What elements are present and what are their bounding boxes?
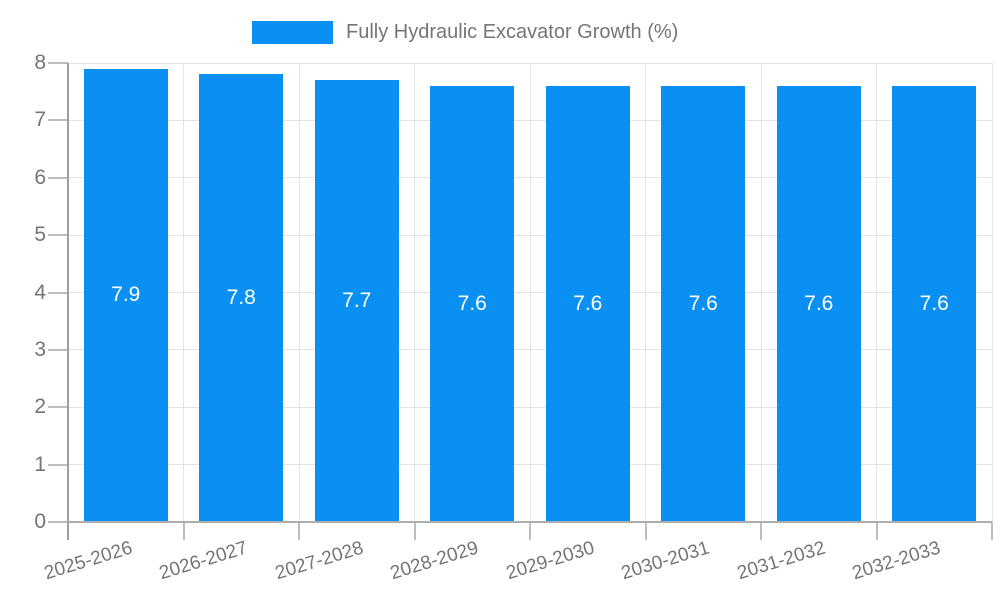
y-axis-tick: [48, 176, 68, 179]
bar[interactable]: [661, 85, 746, 521]
bar-value-label: 7.6: [457, 291, 487, 315]
x-gridline: [876, 63, 877, 522]
x-axis-tick: [413, 522, 416, 540]
y-axis-label: 3: [34, 337, 46, 361]
bar-value-label: 7.6: [573, 291, 603, 315]
y-axis-tick: [48, 521, 68, 523]
x-gridline: [183, 63, 184, 522]
y-axis-tick: [48, 291, 68, 294]
y-axis-tick: [48, 119, 68, 122]
x-axis-tick: [644, 522, 647, 540]
y-axis-tick: [48, 463, 68, 466]
bar[interactable]: [83, 68, 168, 521]
y-axis-label: 4: [34, 280, 46, 304]
x-gridline: [991, 63, 993, 522]
bar[interactable]: [314, 80, 399, 521]
x-axis-tick: [991, 522, 993, 540]
bar-value-label: 7.7: [342, 289, 372, 313]
y-axis-label: 7: [34, 108, 46, 132]
y-axis-tick: [48, 406, 68, 409]
x-gridline: [529, 63, 531, 522]
y-axis-tick: [48, 62, 68, 64]
x-gridline: [298, 63, 300, 522]
legend-label: Fully Hydraulic Excavator Growth (%): [346, 21, 679, 43]
bar[interactable]: [430, 85, 515, 521]
bar[interactable]: [776, 85, 861, 521]
y-axis-tick: [48, 234, 68, 237]
x-axis-line: [67, 521, 992, 523]
x-axis-tick: [875, 522, 878, 540]
x-gridline: [760, 63, 762, 522]
y-axis-label: 2: [34, 395, 46, 419]
x-gridline: [645, 63, 646, 522]
bar[interactable]: [892, 85, 977, 521]
y-axis-tick: [48, 348, 68, 351]
y-axis-label: 0: [34, 510, 46, 533]
bar-value-label: 7.6: [919, 291, 949, 315]
x-gridline: [414, 63, 415, 522]
y-axis-label: 5: [34, 223, 46, 247]
bar-value-label: 7.8: [226, 286, 256, 310]
legend-swatch-icon: [252, 21, 333, 44]
y-axis-label: 6: [34, 165, 46, 189]
x-axis-tick: [529, 522, 531, 540]
y-axis-label: 1: [34, 452, 46, 476]
bar[interactable]: [545, 85, 630, 521]
x-axis-tick: [760, 522, 762, 540]
y-axis-label: 8: [34, 51, 46, 74]
legend[interactable]: Fully Hydraulic Excavator Growth (%): [252, 21, 678, 44]
bar-value-label: 7.6: [688, 291, 718, 315]
bar-value-label: 7.9: [111, 283, 141, 307]
x-axis-tick: [182, 522, 185, 540]
bar-value-label: 7.6: [804, 291, 834, 315]
y-axis-line: [67, 63, 69, 540]
bar[interactable]: [199, 74, 284, 521]
x-axis-tick: [298, 522, 300, 540]
